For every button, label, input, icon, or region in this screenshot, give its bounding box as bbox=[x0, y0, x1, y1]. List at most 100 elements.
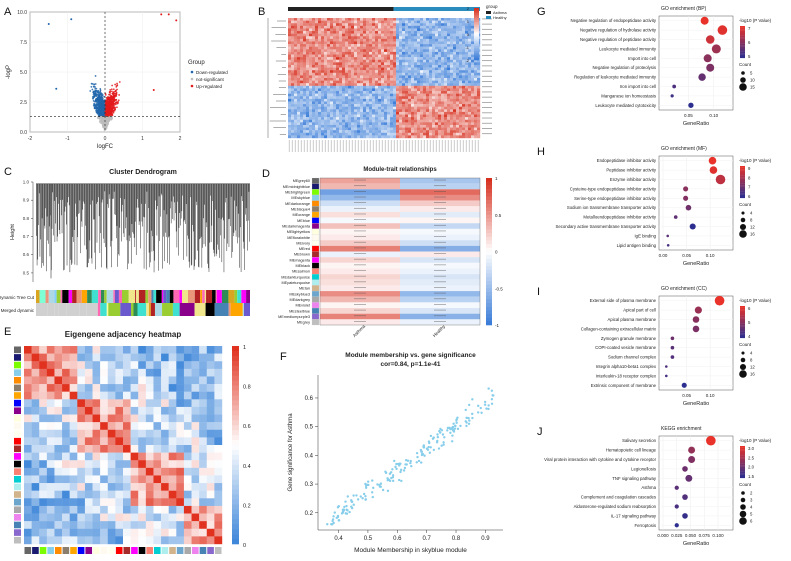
data-point bbox=[99, 91, 101, 93]
heatmap-cell bbox=[363, 101, 366, 104]
heatmap-cell bbox=[405, 88, 408, 91]
heatmap-cell bbox=[438, 31, 441, 34]
heatmap-cell bbox=[381, 49, 384, 52]
heatmap-cell bbox=[300, 28, 303, 31]
heatmap-cell bbox=[435, 44, 438, 47]
heatmap-cell bbox=[444, 109, 447, 112]
heatmap-cell bbox=[387, 117, 390, 120]
heatmap-cell bbox=[330, 135, 333, 138]
heatmap-cell bbox=[414, 75, 417, 78]
heatmap-cell bbox=[324, 68, 327, 71]
heatmap-cell bbox=[423, 26, 426, 29]
heatmap-cell bbox=[300, 65, 303, 68]
data-point bbox=[102, 110, 104, 112]
heatmap-cell bbox=[390, 55, 393, 58]
heatmap-cell bbox=[441, 73, 444, 76]
heatmap-cell bbox=[342, 122, 345, 125]
heatmap-cell bbox=[414, 28, 417, 31]
heatmap-cell bbox=[447, 34, 450, 37]
heatmap-cell bbox=[312, 135, 315, 138]
heatmap-cell bbox=[297, 135, 300, 138]
heatmap-cell bbox=[396, 73, 399, 76]
heatmap-cell bbox=[330, 78, 333, 81]
heatmap-cell bbox=[477, 91, 480, 94]
heatmap-cell bbox=[402, 41, 405, 44]
heatmap-cell bbox=[336, 115, 339, 118]
heatmap-cell bbox=[405, 115, 408, 118]
data-point bbox=[89, 90, 91, 92]
heatmap-cell bbox=[291, 128, 294, 131]
heatmap-cell bbox=[318, 101, 321, 104]
heatmap-cell bbox=[333, 44, 336, 47]
heatmap-cell bbox=[363, 122, 366, 125]
heatmap-cell bbox=[411, 94, 414, 97]
heatmap-cell bbox=[357, 125, 360, 128]
heatmap-cell bbox=[342, 44, 345, 47]
heatmap-cell bbox=[393, 128, 396, 131]
heatmap-cell bbox=[363, 133, 366, 136]
heatmap-cell bbox=[462, 91, 465, 94]
heatmap-cell bbox=[474, 117, 477, 120]
heatmap-cell bbox=[459, 101, 462, 104]
heatmap-cell bbox=[291, 91, 294, 94]
heatmap-cell bbox=[360, 99, 363, 102]
heatmap-cell bbox=[459, 18, 462, 21]
heatmap-cell bbox=[390, 120, 393, 123]
heatmap-cell bbox=[312, 122, 315, 125]
heatmap-cell bbox=[345, 91, 348, 94]
heatmap-cell bbox=[411, 36, 414, 39]
heatmap-cell bbox=[318, 70, 321, 73]
data-point bbox=[94, 94, 96, 96]
color-scale-step bbox=[474, 44, 479, 46]
heatmap-cell bbox=[387, 78, 390, 81]
heatmap-cell bbox=[456, 81, 459, 84]
heatmap-cell bbox=[318, 26, 321, 29]
heatmap-cell bbox=[300, 26, 303, 29]
heatmap-cell bbox=[357, 99, 360, 102]
heatmap-cell bbox=[372, 78, 375, 81]
heatmap-cell bbox=[327, 49, 330, 52]
dynamic-tree-cut-segment bbox=[205, 290, 206, 303]
heatmap-cell bbox=[423, 128, 426, 131]
heatmap-cell bbox=[354, 81, 357, 84]
heatmap-cell bbox=[363, 130, 366, 133]
heatmap-cell bbox=[300, 68, 303, 71]
heatmap-cell bbox=[330, 94, 333, 97]
heatmap-cell bbox=[369, 96, 372, 99]
data-point bbox=[105, 94, 107, 96]
heatmap-cell bbox=[420, 99, 423, 102]
heatmap-cell bbox=[297, 75, 300, 78]
heatmap-cell bbox=[306, 128, 309, 131]
heatmap-cell bbox=[363, 128, 366, 131]
heatmap-cell bbox=[465, 86, 468, 89]
heatmap-cell bbox=[318, 39, 321, 42]
heatmap-cell bbox=[384, 130, 387, 133]
heatmap-cell bbox=[363, 18, 366, 21]
heatmap-cell bbox=[432, 86, 435, 89]
heatmap-cell bbox=[417, 18, 420, 21]
heatmap-cell bbox=[399, 21, 402, 24]
heatmap-cell bbox=[381, 26, 384, 29]
heatmap-cell bbox=[348, 41, 351, 44]
heatmap-cell bbox=[414, 49, 417, 52]
heatmap-cell bbox=[357, 26, 360, 29]
heatmap-cell bbox=[360, 55, 363, 58]
heatmap-cell bbox=[441, 31, 444, 34]
heatmap-cell bbox=[324, 96, 327, 99]
heatmap-cell bbox=[447, 133, 450, 136]
heatmap-cell bbox=[288, 130, 291, 133]
heatmap-cell bbox=[351, 28, 354, 31]
heatmap-cell bbox=[408, 39, 411, 42]
heatmap-cell bbox=[321, 49, 324, 52]
heatmap-cell bbox=[291, 62, 294, 65]
heatmap-cell bbox=[402, 78, 405, 81]
heatmap-cell bbox=[315, 62, 318, 65]
heatmap-cell bbox=[387, 91, 390, 94]
heatmap-cell bbox=[357, 94, 360, 97]
heatmap-cell bbox=[429, 94, 432, 97]
color-scale-step bbox=[474, 22, 479, 24]
heatmap-cell bbox=[339, 115, 342, 118]
heatmap-cell bbox=[414, 104, 417, 107]
heatmap-cell bbox=[315, 39, 318, 42]
heatmap-cell bbox=[384, 107, 387, 110]
